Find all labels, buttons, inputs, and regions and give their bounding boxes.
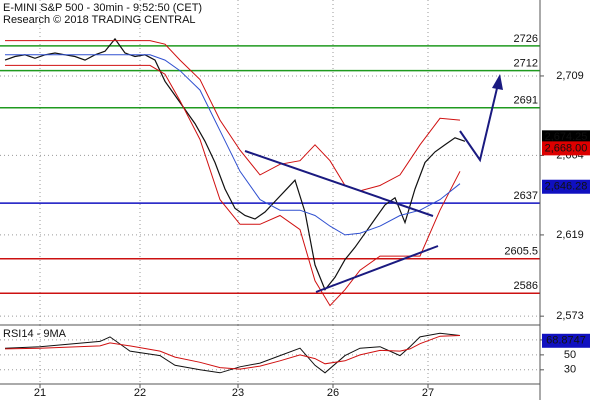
series-line	[4, 332, 461, 374]
level-label: 2712	[514, 58, 538, 70]
series-line	[5, 64, 461, 307]
series-line	[4, 335, 461, 370]
price-box	[542, 130, 590, 145]
y-tick-label: 2,619	[556, 229, 584, 241]
y-tick-label: 2,709	[556, 70, 584, 82]
y-tick-label: 30	[564, 364, 576, 376]
level-label: 2586	[514, 280, 538, 292]
forecast-arrow	[459, 83, 499, 163]
chart-subtitle: Research © 2018 TRADING CENTRAL	[3, 14, 196, 26]
y-tick-label: 50	[564, 349, 576, 361]
price-box	[542, 141, 590, 156]
arrow-head	[492, 74, 503, 90]
level-label: 2637	[514, 190, 538, 202]
trend-line	[315, 245, 439, 293]
level-label: 2691	[514, 95, 538, 107]
series-line	[5, 40, 461, 192]
value-box-label: 68.8747	[546, 335, 586, 347]
price-box-label: 2,646.28	[545, 181, 588, 193]
y-tick-label: 2,573	[556, 310, 584, 322]
price-box-label: 2,668.00	[545, 142, 588, 154]
chart-title: E-MINI S&P 500 - 30min - 9:52:50 (CET)	[3, 2, 202, 14]
price-box-label: 2,674.25	[545, 131, 588, 143]
rsi-title: RSI14 - 9MA	[3, 328, 67, 340]
x-tick-label: 21	[34, 387, 46, 399]
price-box	[542, 179, 590, 194]
x-tick-label: 23	[232, 387, 244, 399]
series-line	[4, 37, 466, 291]
value-box	[542, 333, 590, 348]
series-line	[5, 54, 461, 236]
level-label: 2605.5	[504, 246, 538, 258]
trend-line	[244, 150, 434, 217]
x-tick-label: 27	[422, 387, 434, 399]
x-tick-label: 26	[327, 387, 339, 399]
plot-area: 2726 2712 2691 2637 2605.5 2586	[0, 0, 540, 384]
level-label: 2726	[514, 33, 538, 45]
x-tick-label: 22	[134, 387, 146, 399]
